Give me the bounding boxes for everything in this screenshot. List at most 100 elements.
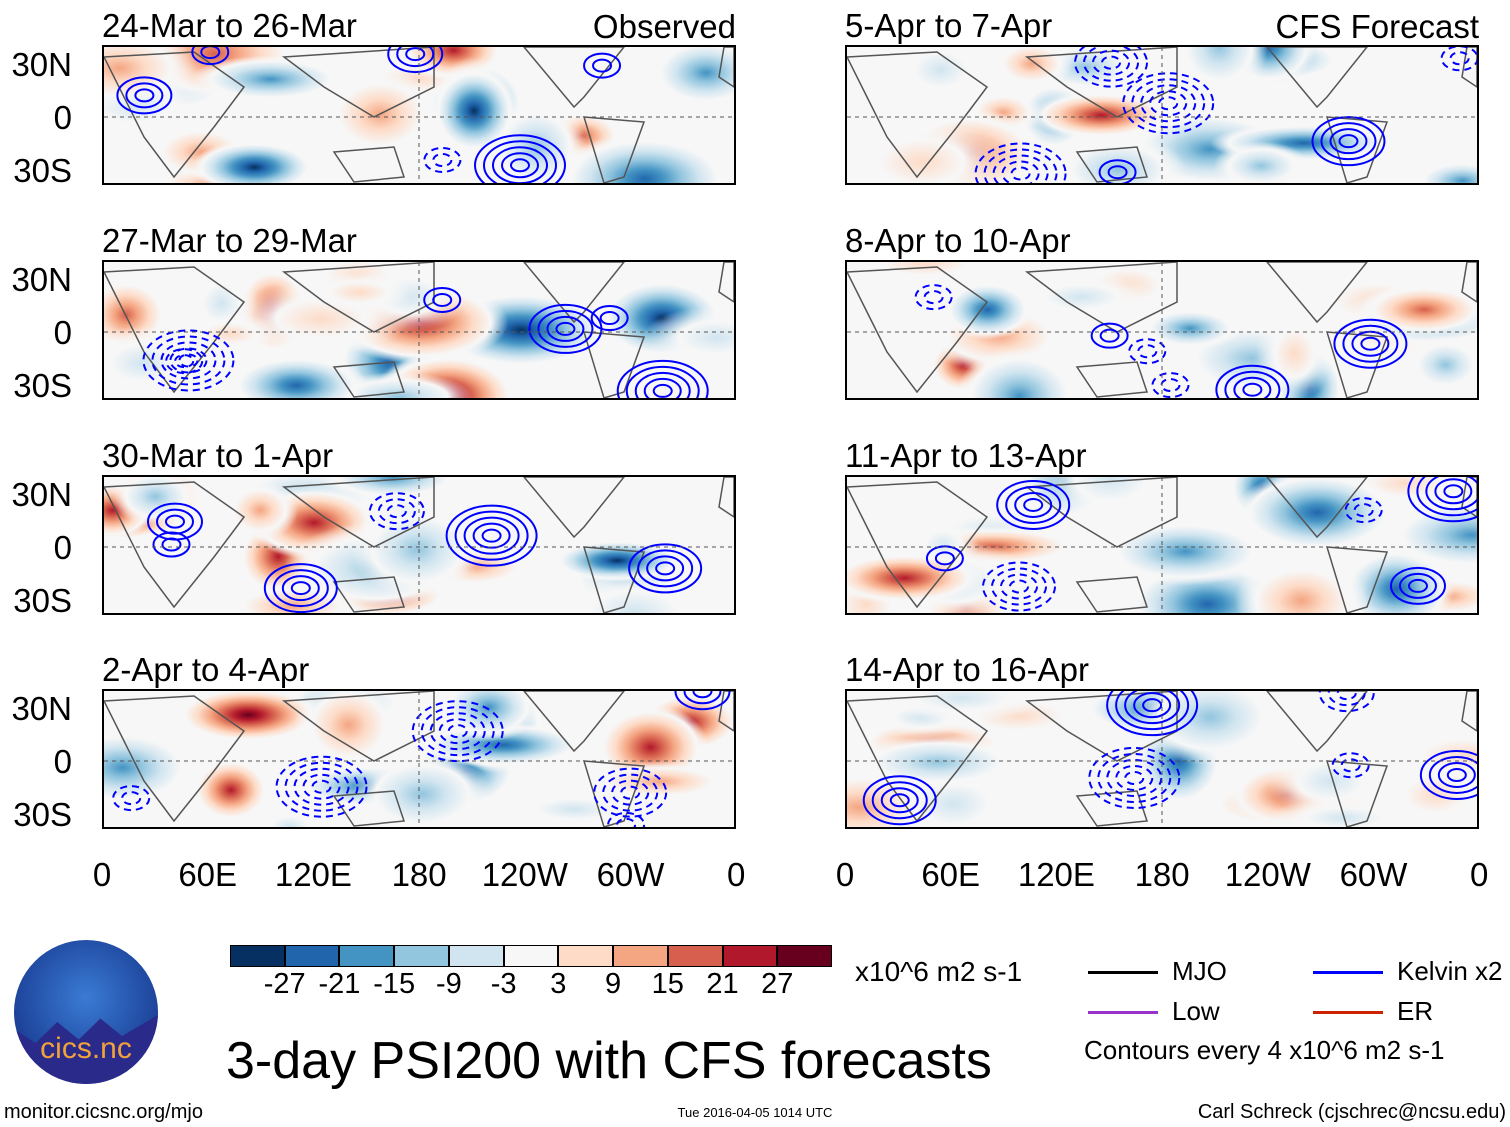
kelvin-contour	[1342, 324, 1399, 363]
negative-anomaly	[1132, 691, 1288, 765]
negative-anomaly	[431, 66, 517, 155]
kelvin-contour	[1014, 491, 1053, 518]
psi200-field	[847, 477, 1477, 613]
kelvin-contour	[1005, 485, 1062, 524]
kelvin-contour	[655, 561, 676, 576]
kelvin-contour	[862, 775, 937, 826]
map-panel	[845, 260, 1479, 400]
kelvin-contour	[1090, 322, 1129, 349]
kelvin-contour	[454, 510, 529, 561]
kelvin-contour	[652, 383, 673, 398]
lat-tick-label: 0	[53, 529, 72, 566]
negative-anomaly	[1233, 477, 1401, 555]
kelvin-contour	[674, 691, 731, 711]
negative-anomaly	[190, 55, 350, 104]
lon-tick-label: 120E	[274, 856, 352, 893]
lat-tick-label: 30N	[11, 690, 72, 727]
map-panel	[102, 45, 736, 185]
kelvin-contour	[165, 348, 204, 375]
lat-tick-label: 0	[53, 743, 72, 780]
footer-author: Carl Schreck (cjschrec@ncsu.edu)	[1197, 1101, 1506, 1123]
kelvin-contour	[934, 551, 955, 566]
lon-tick-label: 0	[835, 856, 855, 893]
kelvin-contour	[1333, 318, 1408, 369]
map-panel	[845, 689, 1479, 829]
kelvin-contour	[974, 142, 1067, 183]
kelvin-contour	[386, 504, 407, 519]
positive-anomaly	[172, 691, 324, 744]
negative-anomaly	[1138, 306, 1242, 350]
positive-anomaly	[294, 691, 403, 773]
coastlines	[847, 47, 1477, 183]
colorbar-label: -21	[318, 968, 361, 1000]
negative-anomaly	[1009, 272, 1154, 322]
negative-anomaly	[225, 353, 368, 398]
kelvin-contour	[692, 691, 713, 699]
kelvin-contour	[1329, 128, 1368, 155]
negative-anomaly	[955, 347, 1084, 398]
kelvin-contour	[683, 691, 722, 705]
negative-anomaly	[253, 806, 326, 827]
lat-tick-label: 0	[53, 99, 72, 136]
kelvin-contour	[432, 152, 453, 167]
psi200-field	[104, 691, 734, 827]
negative-anomaly	[1049, 134, 1187, 183]
lon-tick-label: 60W	[1339, 856, 1408, 893]
kelvin-contour	[616, 359, 709, 398]
panel-title: 11-Apr to 13-Apr	[845, 437, 1087, 474]
legend-line-low	[1088, 1011, 1158, 1014]
positive-anomaly	[847, 117, 1006, 183]
kelvin-contour	[1311, 116, 1386, 167]
kelvin-contour	[1001, 160, 1040, 183]
colorbar-swatch	[394, 945, 449, 967]
colorbar-swatch	[613, 945, 668, 967]
psi200-field	[104, 477, 734, 613]
positive-anomaly	[222, 479, 299, 541]
colorbar-swatch	[667, 945, 723, 967]
colorbar-label: -15	[373, 968, 416, 1000]
kelvin-contour	[377, 498, 416, 525]
kelvin-contour	[1158, 96, 1179, 111]
negative-anomaly	[1411, 159, 1477, 183]
kelvin-contour	[634, 371, 691, 398]
negative-anomaly	[645, 47, 734, 110]
kelvin-contour	[996, 479, 1071, 530]
kelvin-contour	[628, 543, 703, 594]
kelvin-contour	[599, 311, 620, 326]
positive-anomaly	[847, 551, 984, 605]
kelvin-contour	[142, 329, 235, 392]
kelvin-contour	[281, 575, 320, 602]
negative-anomaly	[1268, 797, 1419, 827]
legend-line-mjo	[1088, 971, 1158, 974]
colorbar-swatch	[722, 945, 778, 967]
negative-anomaly	[352, 751, 493, 827]
kelvin-contour	[116, 76, 173, 115]
legend-label: Kelvin x2	[1397, 956, 1503, 986]
kelvin-contour	[423, 146, 462, 173]
colorbar-label: 9	[605, 968, 622, 1000]
kelvin-contour	[161, 537, 182, 552]
lat-tick-label: 30N	[11, 46, 72, 83]
panel-title: 27-Mar to 29-Mar	[102, 222, 357, 259]
kelvin-contour	[592, 58, 613, 73]
kelvin-contour	[445, 504, 538, 567]
kelvin-contour	[405, 47, 426, 62]
kelvin-contour	[1338, 134, 1359, 149]
units-label: x10^6 m2 s-1	[855, 956, 1023, 987]
positive-anomaly	[583, 761, 734, 802]
kelvin-contour	[1023, 497, 1044, 512]
lon-tick-label: 60E	[921, 856, 981, 893]
colorbar-label: -27	[263, 968, 306, 1000]
negative-anomaly	[111, 477, 200, 527]
map-panel	[845, 45, 1479, 185]
coastlines	[847, 691, 1477, 827]
kelvin-contour	[174, 354, 195, 369]
negative-anomaly	[1213, 141, 1310, 183]
kelvin-contour	[200, 47, 221, 60]
panel-title: 14-Apr to 16-Apr	[845, 651, 1089, 688]
lon-tick-label: 180	[1134, 856, 1190, 893]
lat-tick-label: 30S	[13, 582, 72, 619]
legend-line-er	[1313, 1011, 1383, 1014]
kelvin-contour	[925, 545, 964, 572]
kelvin-contour	[646, 555, 685, 582]
